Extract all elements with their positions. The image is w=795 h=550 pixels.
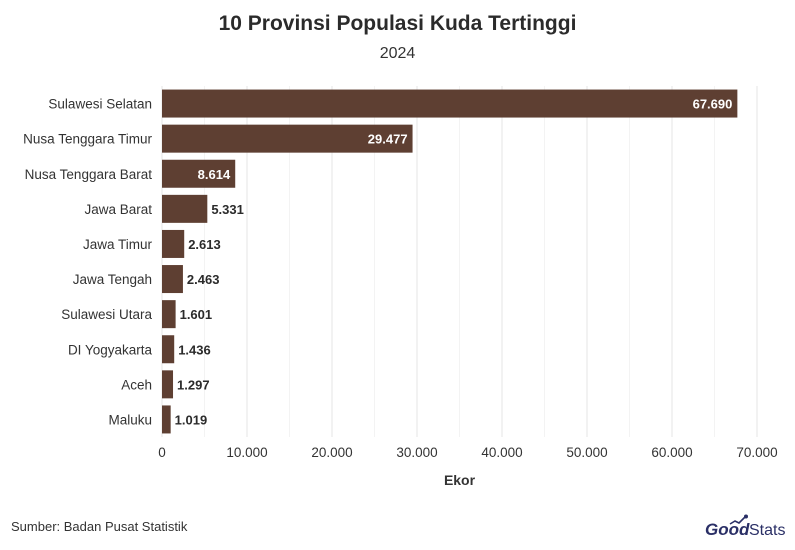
logo-dot-icon	[744, 514, 748, 519]
category-label: Sulawesi Utara	[61, 307, 152, 322]
logo-trend-icon	[729, 516, 746, 525]
x-tick-label: 0	[158, 445, 166, 460]
bar	[162, 405, 171, 434]
category-label: Jawa Tengah	[73, 272, 152, 287]
category-label: Nusa Tenggara Timur	[23, 132, 152, 147]
bar	[162, 124, 413, 153]
category-label: Jawa Timur	[83, 237, 153, 252]
value-label: 2.463	[187, 272, 220, 287]
chart-subtitle: 2024	[379, 45, 416, 62]
bar	[162, 89, 738, 118]
x-tick-label: 40.000	[481, 445, 522, 460]
goodstats-logo: Good Stats	[705, 514, 785, 538]
logo-text-stats: Stats	[749, 522, 785, 538]
bar	[162, 300, 176, 329]
category-label: DI Yogyakarta	[68, 342, 153, 357]
value-label: 8.614	[198, 167, 231, 182]
value-label: 1.019	[175, 412, 208, 427]
value-label: 29.477	[368, 132, 408, 147]
value-label: 1.297	[177, 377, 210, 392]
value-label: 1.436	[178, 342, 211, 357]
x-tick-label: 50.000	[566, 445, 607, 460]
value-label: 2.613	[188, 237, 221, 252]
x-tick-label: 70.000	[736, 445, 777, 460]
source-note: Sumber: Badan Pusat Statistik	[11, 519, 188, 534]
x-tick-label: 60.000	[651, 445, 692, 460]
chart-title: 10 Provinsi Populasi Kuda Tertinggi	[218, 12, 577, 35]
bar	[162, 370, 174, 399]
category-label: Maluku	[108, 412, 152, 427]
bar	[162, 335, 175, 364]
value-label: 1.601	[180, 307, 213, 322]
category-label: Nusa Tenggara Barat	[25, 167, 153, 182]
value-label: 5.331	[211, 202, 244, 217]
category-label: Sulawesi Selatan	[48, 97, 152, 112]
x-tick-label: 10.000	[226, 445, 267, 460]
bar	[162, 159, 236, 188]
logo-text-good: Good	[705, 520, 750, 538]
bar	[162, 265, 183, 294]
x-tick-label: 20.000	[311, 445, 352, 460]
x-axis-title: Ekor	[444, 472, 476, 488]
value-label: 67.690	[693, 97, 733, 112]
category-label: Aceh	[121, 377, 152, 392]
bar	[162, 194, 208, 223]
category-label: Jawa Barat	[84, 202, 152, 217]
x-tick-label: 30.000	[396, 445, 437, 460]
bar	[162, 229, 185, 258]
